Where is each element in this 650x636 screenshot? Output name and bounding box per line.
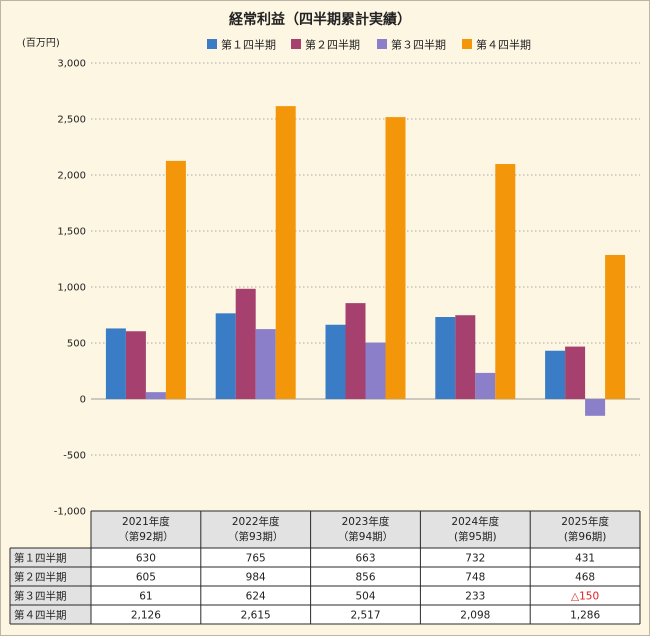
table-cell: 233 (465, 591, 485, 603)
legend-item: 第１四半期 (207, 38, 276, 52)
unit-label: (百万円) (22, 37, 60, 49)
table-row-label: 第４四半期 (14, 609, 67, 622)
legend-item: 第２四半期 (291, 38, 360, 52)
legend-label: 第４四半期 (476, 38, 531, 52)
y-tick-label: 500 (67, 339, 86, 350)
table-cell: 748 (465, 572, 485, 584)
chart-title: 経常利益（四半期累計実績） (229, 11, 411, 28)
bar (235, 288, 256, 399)
y-axis: 3,000 2,500 2,000 1,500 1,000 500 0 -500 -1,000 (54, 59, 86, 518)
y-tick-label: 0 (80, 395, 86, 406)
category-label: 2021年度 (122, 515, 170, 528)
bar (545, 350, 566, 399)
y-tick-label: -1,000 (54, 507, 86, 518)
y-tick-label: 1,000 (57, 283, 86, 294)
bar (125, 331, 146, 399)
bar (345, 303, 366, 399)
bar (255, 329, 276, 399)
table-cell: 61 (139, 591, 152, 603)
table-cell: 2,615 (241, 610, 271, 622)
legend-swatch (291, 39, 301, 49)
table-cell: 765 (246, 553, 266, 565)
table-row-label: 第１四半期 (14, 552, 67, 565)
bar (455, 315, 476, 399)
table-cell: 630 (136, 553, 156, 565)
bar (565, 346, 586, 399)
data-table: 2021年度 （第92期） 2022年度 （第93期） 2023年度 （第94期） 2024… (9, 510, 641, 625)
bars (105, 106, 626, 416)
y-tick-label: -500 (63, 451, 86, 462)
table-cell: 2,517 (350, 610, 380, 622)
category-sublabel: （第92期） (118, 530, 173, 543)
y-tick-label: 2,000 (57, 171, 86, 182)
table-cell: 1,286 (570, 610, 600, 622)
bar (365, 342, 386, 399)
bar (475, 372, 496, 399)
table-cell: 663 (355, 553, 375, 565)
bar (605, 254, 626, 399)
bar (385, 117, 406, 399)
legend-swatch (462, 39, 472, 49)
table-cell: 504 (355, 591, 375, 603)
category-label: 2023年度 (342, 515, 390, 528)
bar (215, 313, 236, 399)
legend-label: 第２四半期 (305, 38, 360, 52)
table-cell: 856 (355, 572, 375, 584)
bar (325, 324, 346, 399)
bar (165, 160, 186, 399)
category-sublabel: (第95期) (454, 530, 497, 543)
table-header-bg (91, 511, 640, 548)
table-cell: △150 (571, 591, 599, 603)
legend-label: 第１四半期 (221, 38, 276, 52)
table-cell: 431 (575, 553, 595, 565)
legend: 第１四半期 第２四半期 第３四半期 第４四半期 (207, 38, 531, 52)
bar (145, 392, 166, 399)
category-label: 2024年度 (451, 515, 499, 528)
table-cell: 984 (246, 572, 266, 584)
table-cell: 2,126 (131, 610, 161, 622)
table-cell: 605 (136, 572, 156, 584)
table-cell: 624 (246, 591, 266, 603)
y-tick-label: 2,500 (57, 115, 86, 126)
y-tick-label: 1,500 (57, 227, 86, 238)
category-sublabel: （第93期） (228, 530, 283, 543)
category-sublabel: (第96期) (564, 530, 607, 543)
legend-swatch (207, 39, 217, 49)
bar (585, 399, 606, 416)
legend-item: 第４四半期 (462, 38, 531, 52)
bar (495, 164, 516, 399)
legend-swatch (377, 39, 387, 49)
table-cell: 468 (575, 572, 595, 584)
table-row-label: 第３四半期 (14, 590, 67, 603)
bar (435, 317, 456, 399)
bar (275, 106, 296, 400)
legend-label: 第３四半期 (391, 38, 446, 52)
y-tick-label: 3,000 (57, 59, 86, 70)
category-label: 2025年度 (561, 515, 609, 528)
legend-item: 第３四半期 (377, 38, 446, 52)
table-row-label: 第２四半期 (14, 571, 67, 584)
table-cell: 2,098 (460, 610, 490, 622)
table-cell: 732 (465, 553, 485, 565)
category-label: 2022年度 (232, 515, 280, 528)
category-sublabel: （第94期） (338, 530, 393, 543)
bar (105, 328, 126, 399)
